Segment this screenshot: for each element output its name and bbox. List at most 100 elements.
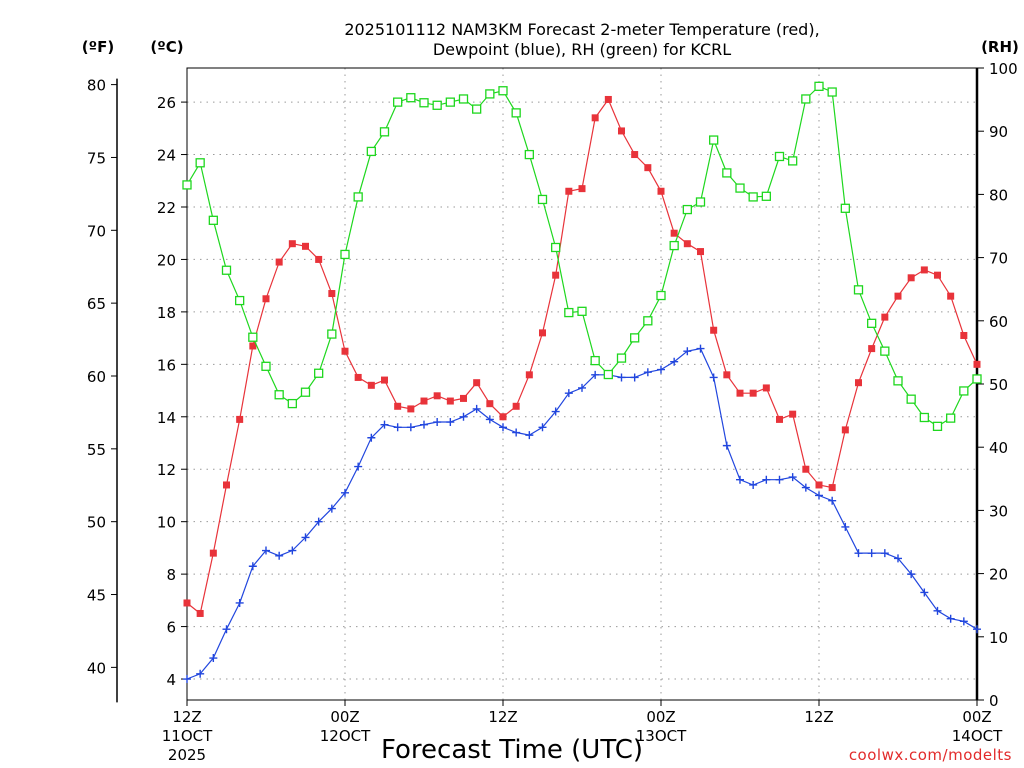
relative-humidity-point — [235, 295, 245, 306]
2-meter-temperature-point — [723, 371, 731, 379]
relative-humidity-point — [853, 285, 864, 295]
2-meter-temperature-series — [183, 95, 981, 617]
2-meter-temperature-point — [302, 242, 309, 250]
2-meter-temperature-point — [618, 127, 625, 135]
2-meter-temperature-point — [196, 609, 204, 617]
x-tick-label: 00Z — [962, 708, 991, 726]
relative-humidity-point — [248, 332, 258, 342]
dewpoint-point — [815, 491, 823, 500]
2-meter-temperature-point — [249, 342, 257, 350]
dewpoint-point — [907, 570, 916, 579]
celsius-tick-label: 26 — [157, 94, 176, 112]
relative-humidity-point — [946, 413, 956, 423]
dewpoint-point — [854, 549, 863, 558]
2-meter-temperature-point — [262, 295, 270, 303]
dewpoint-point — [314, 517, 323, 526]
2-meter-temperature-point — [275, 258, 283, 266]
rh-tick-label: 40 — [989, 439, 1008, 457]
relative-humidity-point — [919, 412, 929, 423]
2-meter-temperature-point — [394, 402, 402, 410]
relative-humidity-point — [867, 318, 877, 328]
2-meter-temperature-point — [710, 326, 718, 334]
relative-humidity-point — [314, 368, 324, 378]
chart-title-line-2: Dewpoint (blue), RH (green) for KCRL — [433, 40, 731, 59]
relative-humidity-point — [788, 156, 798, 166]
2-meter-temperature-point — [881, 313, 889, 321]
2-meter-temperature-point — [644, 164, 652, 172]
relative-humidity-point — [590, 355, 600, 366]
rh-tick-label: 10 — [989, 629, 1008, 647]
relative-humidity-point — [485, 89, 495, 99]
relative-humidity-point — [827, 87, 837, 97]
relative-humidity-point — [880, 346, 890, 356]
relative-humidity-point — [432, 100, 442, 110]
dewpoint-point — [222, 625, 231, 634]
2-meter-temperature-point — [855, 379, 862, 387]
dewpoint-point — [591, 370, 600, 379]
rh-tick-label: 70 — [989, 250, 1008, 268]
relative-humidity-point — [511, 108, 521, 118]
2-meter-temperature-point — [407, 405, 415, 413]
x-tick-label: 00Z — [646, 708, 675, 726]
2-meter-temperature-point — [525, 371, 533, 379]
celsius-tick-label: 12 — [157, 461, 176, 479]
relative-humidity-point — [327, 329, 337, 339]
relative-humidity-point — [774, 151, 785, 162]
dewpoint-point — [933, 606, 942, 615]
dewpoint-point — [920, 588, 929, 597]
dewpoint-point — [775, 475, 784, 484]
dewpoint-point — [959, 617, 968, 626]
relative-humidity-point — [669, 240, 679, 251]
celsius-tick-label: 18 — [157, 304, 176, 322]
x-tick-year-label: 2025 — [168, 746, 206, 764]
dewpoint-point — [538, 423, 547, 432]
celsius-tick-label: 4 — [166, 671, 176, 689]
dewpoint-point — [525, 431, 534, 440]
relative-humidity-point — [735, 183, 745, 193]
2-meter-temperature-point — [499, 413, 507, 421]
2-meter-temperature-point — [473, 379, 481, 387]
2-meter-temperature-point — [894, 292, 902, 300]
2-meter-temperature-point — [828, 484, 836, 492]
relative-humidity-series — [182, 81, 982, 431]
relative-humidity-point — [379, 127, 390, 137]
relative-humidity-point — [353, 192, 363, 202]
fahrenheit-tick-label: 45 — [87, 587, 106, 605]
dewpoint-point — [630, 373, 639, 382]
2-meter-temperature-point — [657, 187, 665, 195]
2-meter-temperature-point — [288, 240, 296, 248]
relative-humidity-point — [814, 81, 824, 91]
dewpoint-point — [657, 365, 665, 374]
relative-humidity-point — [537, 194, 548, 205]
dewpoint-point — [327, 504, 336, 513]
relative-humidity-point — [393, 97, 403, 107]
dewpoint-point — [788, 473, 797, 482]
relative-humidity-point — [722, 168, 732, 178]
relative-humidity-point — [893, 376, 903, 386]
dewpoint-point — [973, 625, 981, 634]
rh-tick-label: 20 — [989, 566, 1008, 584]
fahrenheit-tick-label: 40 — [87, 659, 106, 677]
relative-humidity-point — [406, 93, 416, 103]
dewpoint-point — [683, 347, 692, 356]
data-series — [182, 81, 982, 684]
2-meter-temperature-point — [223, 481, 230, 489]
x-tick-label: 00Z — [330, 708, 359, 726]
fahrenheit-unit-label: (ºF) — [82, 38, 114, 56]
celsius-tick-label: 14 — [157, 409, 176, 427]
dewpoint-line — [186, 347, 978, 680]
dewpoint-point — [551, 407, 560, 416]
relative-humidity-point — [959, 386, 969, 396]
relative-humidity-point — [419, 98, 429, 108]
relative-humidity-point — [801, 94, 811, 104]
dewpoint-point — [828, 496, 837, 505]
relative-humidity-point — [366, 146, 376, 157]
2-meter-temperature-point — [578, 185, 586, 193]
relative-humidity-point — [300, 387, 311, 397]
2-meter-temperature-point — [802, 465, 810, 473]
dewpoint-point — [235, 598, 244, 607]
2-meter-temperature-point — [183, 599, 191, 607]
2-meter-temperature-point — [604, 95, 612, 103]
2-meter-temperature-point — [868, 345, 876, 353]
fahrenheit-tick-label: 75 — [87, 149, 106, 167]
